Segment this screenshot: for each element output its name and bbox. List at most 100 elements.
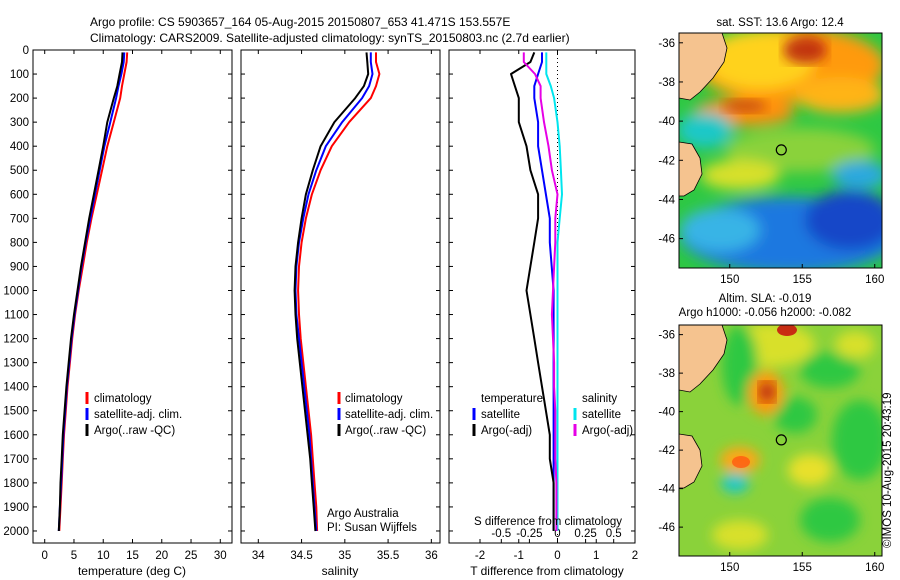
x-tick-label: 15 [126, 550, 139, 562]
x-tick-label: 34 [252, 550, 265, 562]
legend-title-temperature: temperature [481, 393, 543, 405]
depth-tick-label: 600 [10, 189, 29, 201]
s-tick-label: -0.5 [491, 528, 511, 540]
depth-tick-label: 1800 [3, 478, 29, 490]
s-tick-label: 0.5 [606, 528, 622, 540]
depth-tick-label: 1200 [3, 334, 29, 346]
salinity-difference-ticks: -0.5-0.2500.250.5 [491, 528, 622, 543]
depth-tick-label: 500 [10, 165, 29, 177]
legend-label-climatology: climatology [345, 393, 403, 405]
series-line-argo [57, 52, 124, 532]
sla-map-title: Altim. SLA: -0.019 [719, 293, 812, 305]
temperature-depth-ticks: 0 100 200 300 400 500 600 700 800 900 1000 1100 1200… [3, 45, 232, 538]
temperature-panel: 0100200300400500600700800900100011001200… [3, 45, 233, 578]
x-tick-label: 36 [425, 550, 438, 562]
x-tick-label: 1 [593, 550, 599, 562]
map-x-tick-label: 155 [793, 562, 812, 574]
x-tick-label: 5 [71, 550, 77, 562]
map-x-tick-label: 150 [720, 562, 739, 574]
x-tick-label: 0 [554, 550, 560, 562]
map-y-tick-label: -40 [658, 116, 675, 128]
map-y-tick-label: -42 [658, 155, 675, 167]
sst-map-panel: sat. SST: 13.6 Argo: 12.4 150 155 [658, 17, 884, 286]
legend-label-climatology: climatology [94, 393, 152, 405]
x-tick-label: 2 [632, 550, 638, 562]
depth-tick-label: 100 [10, 69, 29, 81]
depth-tick-label: 400 [10, 141, 29, 153]
legend-label-satellite: satellite-adj. clim. [345, 409, 433, 421]
temperature-x-ticks: 0 5 10 15 20 25 30 [42, 50, 227, 562]
difference-axes-frame [448, 49, 636, 544]
annotation-argo-australia: Argo Australia [327, 508, 399, 520]
s-tick-label: 0.25 [574, 528, 596, 540]
sla-field [679, 325, 882, 556]
depth-tick-label: 1400 [3, 382, 29, 394]
sst-map-x-ticks: 150 155 160 [720, 264, 884, 286]
x-tick-label: 35 [338, 550, 351, 562]
sla-map-x-ticks: 150 155 160 [720, 552, 884, 574]
sst-map-y-ticks: -36 -38 -40 -42 -44 -46 [658, 38, 683, 246]
map-y-tick-label: -42 [658, 445, 675, 457]
sla-map-subtitle: Argo h1000: -0.056 h2000: -0.082 [679, 307, 852, 319]
map-y-tick-label: -40 [658, 407, 675, 419]
s-tick-label: -0.25 [516, 528, 542, 540]
salinity-panel: 34 34.5 35 35.5 36 salinity climatology sate… [240, 49, 441, 578]
difference-lines [510, 52, 563, 531]
depth-tick-label: 1100 [4, 310, 29, 322]
salinity-x-ticks: 34 34.5 35 35.5 36 [252, 50, 438, 562]
depth-tick-label: 300 [10, 117, 29, 129]
map-y-tick-label: -46 [658, 234, 675, 246]
salinity-xlabel: salinity [322, 564, 359, 578]
difference-legend: temperature satellite Argo(-adj) salinit… [472, 393, 633, 437]
map-x-tick-label: 160 [865, 274, 884, 286]
map-x-tick-label: 160 [865, 562, 884, 574]
x-tick-label: 35.5 [377, 550, 399, 562]
depth-tick-label: 800 [10, 237, 29, 249]
sla-map-frame [678, 324, 883, 557]
map-y-tick-label: -38 [658, 368, 675, 380]
temperature-legend: climatology satellite-adj. clim. Argo(..… [85, 392, 182, 437]
sst-field [679, 33, 882, 268]
legend-label-satellite: satellite-adj. clim. [94, 409, 182, 421]
series-line-sal_argo [522, 52, 559, 531]
sla-argo-position-marker [775, 434, 787, 446]
x-tick-label: 0 [42, 550, 48, 562]
t-difference-xlabel: T difference from climatology [470, 564, 624, 578]
x-tick-label: -1 [514, 550, 524, 562]
x-tick-label: 25 [185, 550, 198, 562]
depth-tick-label: 1500 [3, 406, 29, 418]
salinity-axes-frame [240, 49, 441, 544]
map-y-tick-label: -36 [658, 38, 675, 50]
annotation-pi: PI: Susan Wijffels [327, 522, 417, 534]
x-tick-label: 10 [97, 550, 110, 562]
map-y-tick-label: -38 [658, 77, 675, 89]
salinity-lines [293, 52, 381, 532]
depth-tick-label: 0 [23, 45, 29, 57]
depth-tick-label: 2000 [3, 526, 29, 538]
x-tick-label: -2 [475, 550, 485, 562]
sst-map-title: sat. SST: 13.6 Argo: 12.4 [716, 17, 844, 29]
s-difference-label: S difference from climatology [474, 516, 622, 528]
series-line-satellite [533, 52, 555, 531]
x-tick-label: 34.5 [290, 550, 312, 562]
series-line-argo [293, 52, 370, 532]
depth-tick-label: 900 [10, 261, 29, 273]
legend-label-t-satellite: satellite [481, 409, 520, 421]
legend-label-t-argo: Argo(-adj) [481, 425, 532, 437]
legend-title-salinity: salinity [582, 393, 617, 405]
legend-label-argo: Argo(..raw -QC) [345, 425, 426, 437]
depth-tick-label: 1700 [3, 454, 29, 466]
x-tick-label: 20 [155, 550, 168, 562]
depth-tick-label: 1300 [3, 358, 29, 370]
legend-label-argo: Argo(..raw -QC) [94, 425, 175, 437]
salinity-legend: climatology satellite-adj. clim. Argo(..… [337, 392, 433, 437]
sla-map-panel: Altim. SLA: -0.019 Argo h1000: -0.056 h2… [658, 293, 884, 574]
depth-tick-label: 1000 [3, 285, 29, 297]
map-x-tick-label: 150 [720, 274, 739, 286]
depth-tick-label: 700 [10, 213, 29, 225]
depth-tick-label: 1600 [3, 430, 29, 442]
header-line-1: Argo profile: CS 5903657_164 05-Aug-2015… [90, 15, 510, 29]
map-y-tick-label: -36 [658, 330, 675, 342]
